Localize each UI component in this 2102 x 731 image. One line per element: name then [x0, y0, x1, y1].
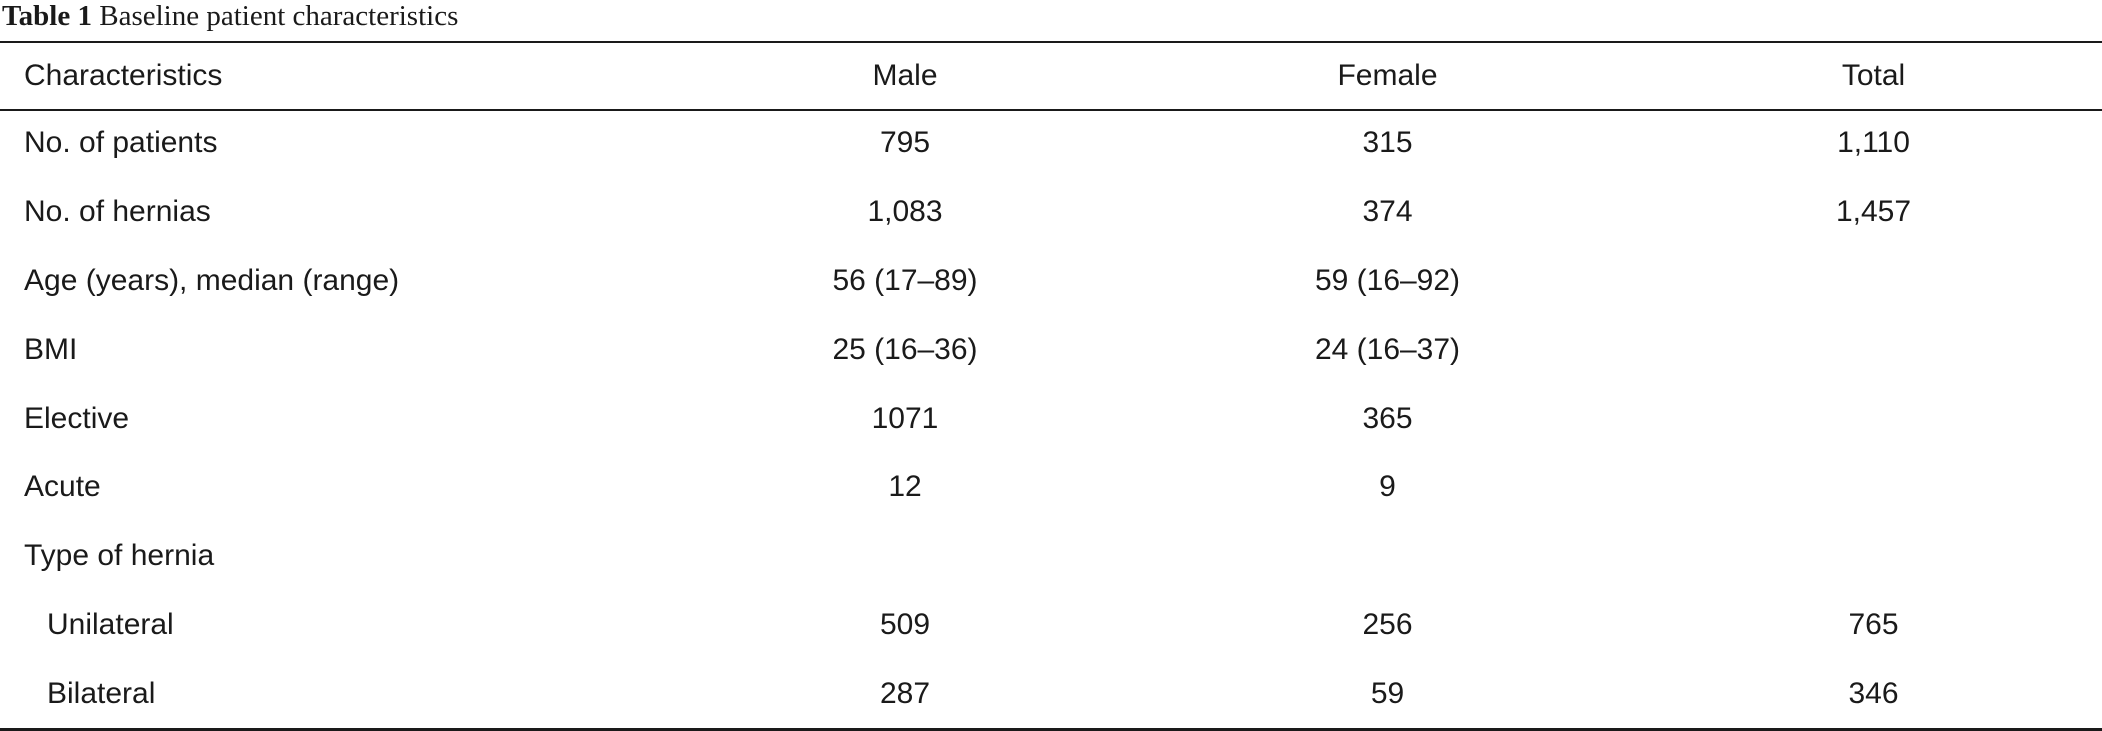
table-row: No. of hernias 1,083 374 1,457 [0, 178, 2102, 247]
column-header-female: Female [1337, 59, 1438, 92]
cell-female: 59 (16–92) [1314, 263, 1461, 297]
row-label: No. of patients [24, 126, 218, 160]
table-row: Elective 1071 365 [0, 384, 2102, 453]
table-row: BMI 25 (16–36) 24 (16–37) [0, 315, 2102, 384]
cell-female [1130, 522, 1645, 591]
table-row: Acute 12 9 [0, 453, 2102, 522]
cell-female: 365 [1362, 401, 1413, 435]
column-header-characteristics: Characteristics [24, 59, 223, 92]
cell-total: 1,457 [1835, 195, 1912, 229]
cell-male [680, 522, 1130, 591]
cell-male: 795 [879, 126, 931, 160]
column-header-total: Total [1841, 59, 1906, 92]
cell-female: 9 [1379, 470, 1396, 504]
table-header-row: Characteristics Male Female Total [0, 43, 2102, 109]
cell-total [1645, 315, 2102, 384]
baseline-characteristics-table: Characteristics Male Female Total No. of… [0, 43, 2102, 728]
table-row: Unilateral 509 256 765 [0, 591, 2102, 660]
cell-total [1645, 522, 2102, 591]
row-label: Acute [24, 470, 101, 504]
cell-female: 374 [1362, 195, 1413, 229]
cell-total: 346 [1848, 676, 1899, 710]
table-row: Age (years), median (range) 56 (17–89) 59 … [0, 247, 2102, 316]
cell-total [1645, 247, 2102, 316]
cell-total: 1,110 [1837, 126, 1910, 160]
table-header-rule [0, 109, 2102, 111]
cell-male: 287 [879, 676, 931, 710]
row-label: Age (years), median (range) [24, 263, 400, 297]
table-bottom-rule [0, 728, 2102, 731]
cell-female: 59 [1370, 676, 1405, 710]
cell-male: 1,083 [867, 195, 943, 229]
cell-male: 12 [888, 470, 922, 504]
row-label: BMI [24, 332, 78, 366]
row-label: Elective [24, 401, 130, 435]
cell-male: 56 (17–89) [832, 263, 978, 297]
table-caption-title: Baseline patient characteristics [99, 0, 459, 32]
table-row: No. of patients 795 315 1,110 [0, 109, 2102, 178]
table-caption-label: Table 1 [2, 0, 92, 32]
table-top-rule [0, 41, 2102, 43]
row-label: Unilateral [47, 607, 174, 641]
row-label: Type of hernia [24, 539, 215, 573]
table-body: No. of patients 795 315 1,110 No. of hernias… [0, 109, 2102, 728]
cell-female: 24 (16–37) [1314, 332, 1461, 366]
cell-male: 25 (16–36) [832, 332, 978, 366]
column-header-male: Male [872, 59, 938, 92]
row-label: No. of hernias [24, 195, 211, 229]
cell-total [1645, 384, 2102, 453]
cell-total [1645, 453, 2102, 522]
cell-male: 509 [879, 607, 931, 641]
row-label: Bilateral [47, 676, 156, 710]
table-row: Bilateral 287 59 346 [0, 659, 2102, 728]
table-caption: Table 1 Baseline patient characteristics [2, 0, 458, 38]
cell-total: 765 [1848, 607, 1899, 641]
cell-male: 1071 [871, 401, 939, 435]
cell-female: 315 [1362, 126, 1413, 160]
cell-female: 256 [1362, 607, 1413, 641]
table-row: Type of hernia [0, 522, 2102, 591]
